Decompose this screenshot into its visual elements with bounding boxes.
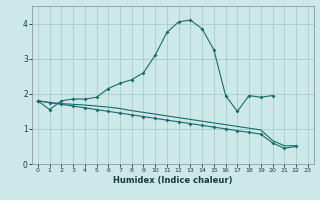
X-axis label: Humidex (Indice chaleur): Humidex (Indice chaleur)	[113, 176, 233, 185]
